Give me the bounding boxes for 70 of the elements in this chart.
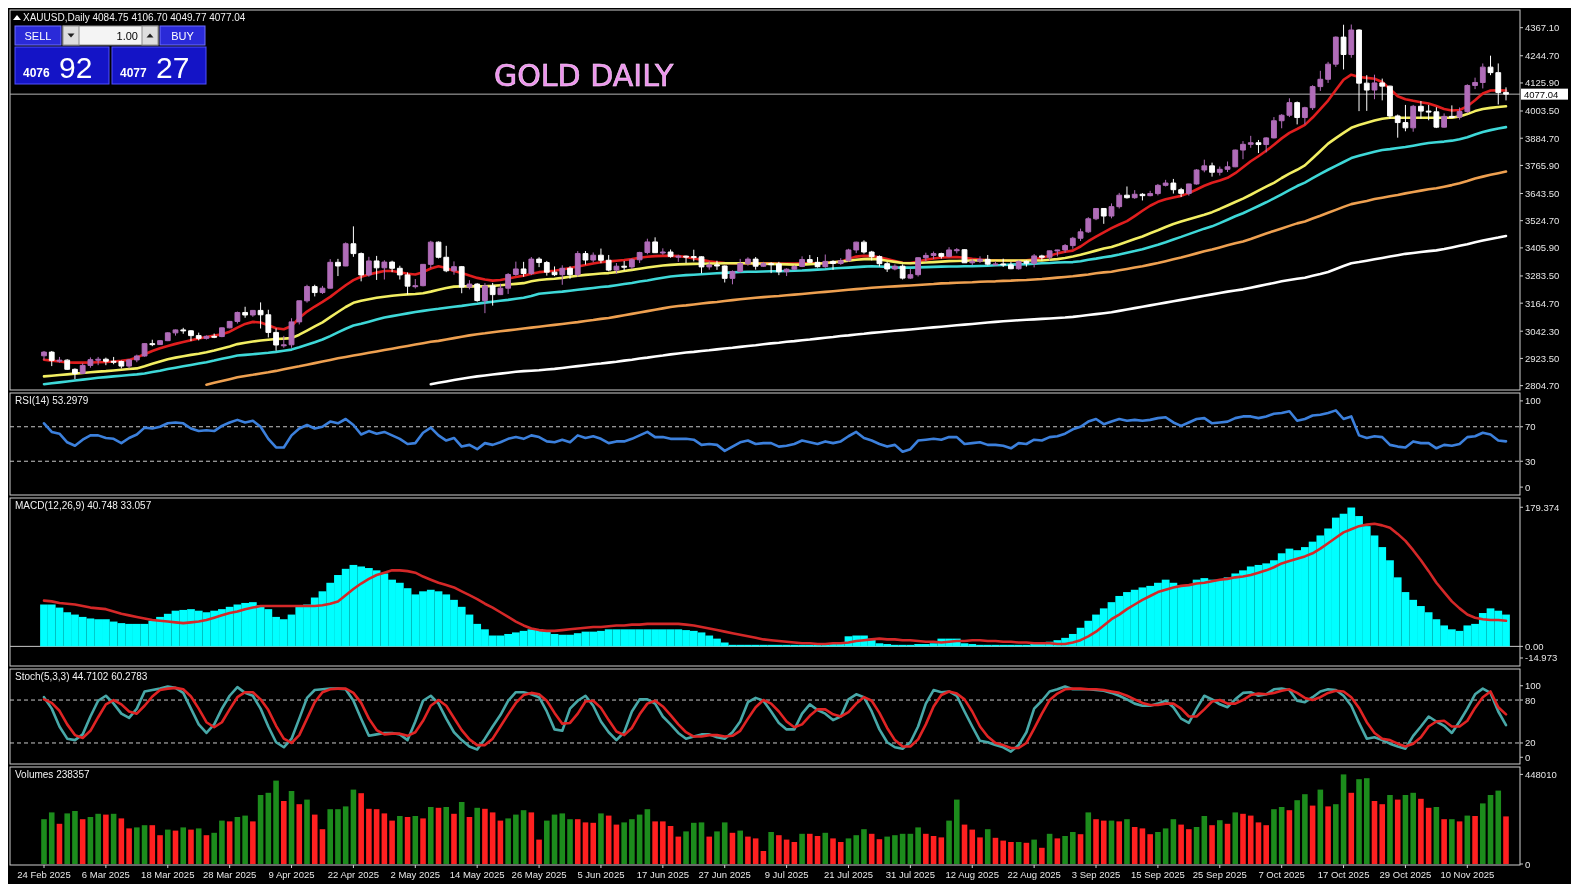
y-tick-label: 80	[1525, 694, 1536, 706]
sell-price-button: 4076 92	[14, 46, 110, 85]
x-tick-label: 5 Jun 2025	[577, 869, 625, 880]
y-tick-label: 30	[1525, 455, 1536, 467]
x-tick-label: 12 Aug 2025	[945, 869, 999, 880]
y-tick-label: 3765.90	[1525, 159, 1560, 171]
x-tick-label: 3 Sep 2025	[1071, 869, 1121, 880]
y-tick-label: 4244.70	[1525, 50, 1560, 62]
buy-price-button: 4077 27	[111, 46, 207, 85]
x-tick-label: 31 Jul 2025	[885, 869, 935, 880]
chart-title: XAUUSD,Daily 4084.75 4106.70 4049.77 4077.04	[23, 12, 246, 23]
y-tick-label: 0	[1525, 858, 1531, 870]
y-tick-label: 100	[1525, 680, 1541, 692]
x-tick-label: 15 Sep 2025	[1130, 869, 1185, 880]
annotation: 92	[59, 51, 93, 84]
y-tick-label: 448010	[1525, 768, 1557, 780]
annotation: GOLD DAILY	[494, 58, 674, 93]
x-tick-label: 24 Feb 2025	[17, 869, 71, 880]
x-tick-label: 25 Sep 2025	[1192, 869, 1247, 880]
x-tick-label: 9 Jul 2025	[764, 869, 809, 880]
x-tick-label: 6 Mar 2025	[81, 869, 130, 880]
y-tick-label: 3283.50	[1525, 270, 1560, 282]
annotation: 27	[156, 51, 190, 84]
y-tick-label: 20	[1525, 737, 1536, 749]
annotation: SELL	[24, 29, 52, 42]
x-tick-label: 21 Jul 2025	[823, 869, 874, 880]
x-tick-label: 17 Jun 2025	[636, 869, 689, 880]
chart-title: RSI(14) 53.2979	[15, 395, 89, 406]
x-tick-label: 27 Jun 2025	[698, 869, 751, 880]
y-tick-label: 4125.90	[1525, 77, 1560, 89]
x-tick-label: 9 Apr 2025	[268, 869, 315, 880]
ref-line-label: 4077.04	[1524, 88, 1559, 100]
lot-size-field: 1.00	[62, 25, 159, 46]
y-tick-label: 3643.50	[1525, 187, 1560, 199]
chart-title: Stoch(5,3,3) 44.7102 60.2783	[15, 671, 148, 682]
y-tick-label: 2923.50	[1525, 352, 1560, 364]
annotation: 4077	[120, 66, 148, 80]
y-tick-label: 3524.70	[1525, 215, 1560, 227]
y-tick-label: 100	[1525, 395, 1541, 407]
y-tick-label: 4367.10	[1525, 22, 1560, 34]
y-tick-label: 179.374	[1525, 501, 1560, 513]
y-tick-label: 2804.70	[1525, 380, 1560, 392]
x-tick-label: 22 Aug 2025	[1007, 869, 1061, 880]
y-tick-label: 0	[1525, 481, 1531, 493]
y-tick-label: 3164.70	[1525, 297, 1560, 309]
y-tick-label: 0	[1525, 751, 1531, 763]
annotation: 4076	[23, 66, 51, 80]
x-tick-label: 10 Nov 2025	[1440, 869, 1495, 880]
y-tick-label: 3042.30	[1525, 325, 1560, 337]
y-tick-label: 0.00	[1525, 640, 1544, 652]
y-tick-label: -14.973	[1525, 652, 1558, 664]
y-tick-label: 4003.50	[1525, 105, 1560, 117]
x-tick-label: 29 Oct 2025	[1379, 869, 1432, 880]
x-tick-label: 2 May 2025	[390, 869, 441, 880]
x-tick-label: 7 Oct 2025	[1258, 869, 1305, 880]
y-tick-label: 70	[1525, 421, 1536, 433]
x-tick-label: 26 May 2025	[511, 869, 567, 880]
chart-title: Volumes 238357	[15, 769, 90, 780]
annotation: BUY	[171, 29, 195, 42]
x-tick-label: 18 Mar 2025	[141, 869, 195, 880]
x-tick-label: 28 Mar 2025	[202, 869, 257, 880]
buy-button: BUY	[159, 25, 206, 46]
annotation: 1.00	[116, 29, 138, 42]
x-tick-label: 17 Oct 2025	[1317, 869, 1370, 880]
y-tick-label: 3405.90	[1525, 242, 1560, 254]
chart-title: MACD(12,26,9) 40.748 33.057	[15, 500, 152, 511]
x-tick-label: 14 May 2025	[449, 869, 505, 880]
x-tick-label: 22 Apr 2025	[327, 869, 380, 880]
sell-button: SELL	[14, 25, 62, 46]
y-tick-label: 3884.70	[1525, 132, 1560, 144]
